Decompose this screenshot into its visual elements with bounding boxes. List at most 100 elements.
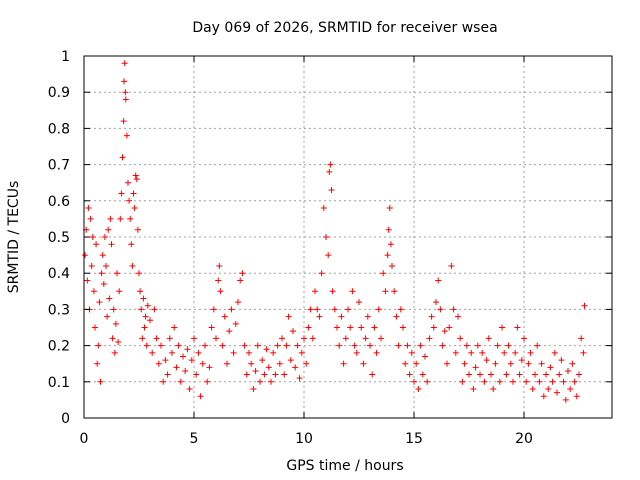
data-point: [459, 378, 466, 385]
data-point: [439, 342, 446, 349]
data-point: [130, 190, 137, 197]
y-tick-label: 0.5: [48, 230, 70, 246]
data-point: [191, 335, 197, 342]
data-point: [554, 389, 560, 396]
data-point: [512, 349, 519, 356]
y-tick-label: 0.4: [48, 266, 70, 282]
data-point: [108, 241, 115, 248]
data-point: [510, 378, 516, 385]
data-point: [450, 306, 457, 313]
data-point: [186, 386, 193, 393]
data-point: [327, 161, 334, 168]
data-point: [219, 342, 226, 349]
data-point: [503, 371, 510, 378]
data-point: [265, 364, 272, 371]
data-point: [312, 288, 318, 295]
data-point: [305, 324, 312, 331]
data-point: [104, 313, 111, 320]
data-point: [307, 306, 314, 313]
data-point: [474, 342, 481, 349]
data-point: [197, 393, 204, 400]
data-point: [221, 313, 228, 320]
plot-frame: [83, 55, 613, 419]
data-point: [329, 288, 336, 295]
data-point: [125, 179, 131, 186]
data-point: [290, 328, 296, 335]
data-point: [340, 360, 347, 367]
data-point: [342, 335, 349, 342]
y-tick-label: 1: [61, 49, 70, 65]
data-point: [298, 349, 305, 356]
data-point: [232, 320, 239, 327]
data-point: [468, 349, 475, 356]
data-point: [525, 360, 532, 367]
data-point: [406, 371, 413, 378]
data-point: [411, 378, 417, 385]
data-point: [364, 313, 371, 320]
data-point: [139, 335, 146, 342]
data-point: [105, 226, 112, 233]
x-tick-labels: 0 5 10 15 20: [80, 431, 533, 447]
data-point: [294, 342, 301, 349]
data-point: [107, 215, 114, 222]
data-point: [263, 346, 270, 353]
data-point: [99, 252, 106, 259]
data-point: [529, 386, 536, 393]
data-point: [175, 342, 182, 349]
data-point: [140, 295, 147, 302]
x-tick-label: 10: [295, 431, 313, 447]
data-point: [162, 357, 169, 364]
data-point: [358, 324, 365, 331]
data-point: [252, 367, 259, 374]
data-point: [560, 378, 567, 385]
data-point: [101, 234, 108, 240]
data-point: [142, 313, 149, 320]
data-point: [316, 313, 323, 320]
data-point: [490, 386, 497, 393]
data-point: [164, 371, 171, 378]
data-point: [206, 364, 213, 371]
data-point: [100, 281, 107, 288]
axis-ticks: [83, 55, 612, 419]
data-point: [505, 342, 512, 349]
data-point: [166, 335, 173, 342]
y-axis-label: SRMTID / TECUs: [6, 181, 22, 294]
data-point: [246, 349, 252, 356]
data-point: [259, 357, 266, 364]
data-point: [536, 378, 543, 385]
data-point: [367, 342, 373, 349]
data-point: [121, 60, 128, 67]
data-point: [433, 299, 439, 306]
data-point: [254, 342, 261, 349]
data-point: [521, 335, 527, 342]
data-point: [243, 371, 250, 378]
data-point: [400, 324, 406, 331]
data-point: [115, 338, 122, 345]
data-point: [208, 324, 215, 331]
data-point: [153, 335, 160, 342]
data-point: [571, 378, 578, 385]
data-point: [408, 349, 415, 356]
data-point: [543, 371, 549, 378]
data-point: [576, 371, 582, 378]
data-point: [549, 378, 556, 385]
data-point: [501, 349, 508, 356]
data-point: [391, 288, 398, 295]
data-point: [149, 349, 156, 356]
data-point: [387, 241, 394, 248]
data-point: [485, 335, 492, 342]
data-point: [116, 288, 123, 295]
grid-lines: [84, 56, 612, 418]
data-point: [479, 349, 486, 356]
data-point: [199, 360, 206, 367]
data-point: [160, 378, 167, 385]
data-point: [248, 360, 255, 367]
data-point: [204, 378, 211, 385]
data-point: [385, 226, 392, 233]
data-point: [272, 371, 279, 378]
data-point: [402, 360, 409, 367]
data-point: [287, 357, 294, 364]
data-point: [138, 306, 145, 313]
data-point: [556, 371, 563, 378]
